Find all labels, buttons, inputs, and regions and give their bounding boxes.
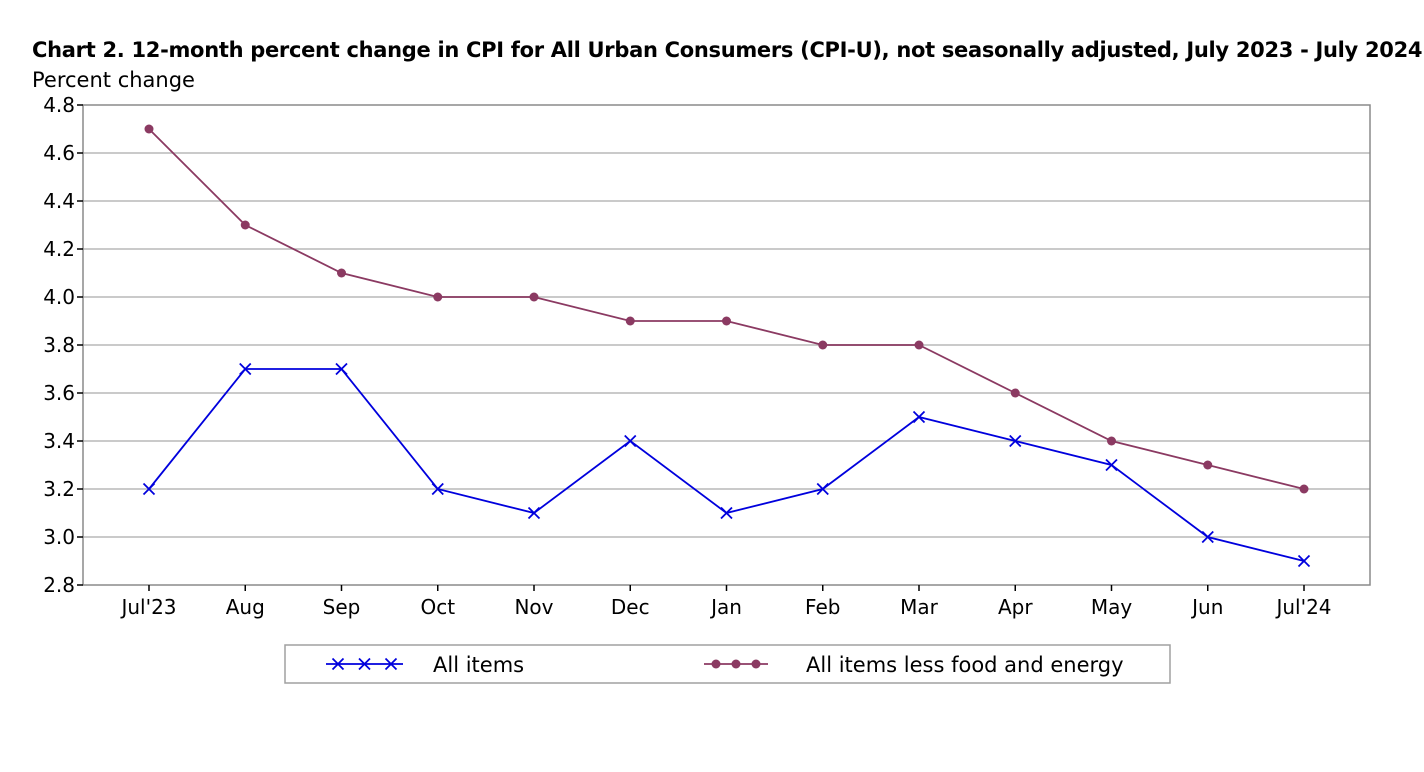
x-tick-label: Jun (1190, 595, 1223, 619)
x-tick-label: Aug (226, 595, 265, 619)
data-point-all-items (527, 506, 541, 520)
data-point-all-items (335, 362, 348, 376)
legend-item-all-items: All items (326, 653, 524, 677)
data-point-all-items (1105, 458, 1118, 472)
y-tick-label: 4.0 (43, 285, 75, 309)
x-tick-label: Jan (709, 595, 742, 619)
marker-stroke (720, 506, 733, 520)
series-line-core (148, 128, 1305, 490)
legend-label: All items less food and energy (806, 653, 1124, 677)
data-point-all-items (624, 434, 637, 448)
x-tick-label: May (1091, 595, 1133, 619)
data-point-all-items (431, 482, 444, 496)
y-tick-label: 4.2 (43, 237, 75, 261)
y-tick-label: 3.0 (43, 525, 75, 549)
x-tick-label: Jul'23 (119, 595, 176, 619)
data-point-core (337, 268, 346, 278)
x-tick-label: Dec (611, 595, 650, 619)
legend-marker (751, 659, 761, 669)
marker-stroke (624, 434, 637, 448)
chart-title: Chart 2. 12-month percent change in CPI … (32, 38, 1423, 62)
marker-stroke (1297, 554, 1311, 568)
y-tick-label: 2.8 (43, 573, 75, 597)
series-all-items (142, 362, 1311, 568)
x-tick-label: Nov (514, 595, 553, 619)
x-tick-label: Feb (805, 595, 840, 619)
marker-stroke (431, 482, 444, 496)
legend-item-core: All items less food and energy (704, 653, 1124, 677)
marker-stroke (142, 482, 156, 496)
data-point-core (1203, 460, 1213, 470)
marker-stroke (384, 657, 398, 671)
legend-marker (384, 657, 398, 671)
series-core (144, 124, 1309, 494)
marker-stroke (1201, 530, 1214, 544)
y-tick-label: 4.8 (43, 93, 75, 117)
x-tick-label: Sep (323, 595, 361, 619)
marker-stroke (527, 506, 541, 520)
data-point-all-items (720, 506, 733, 520)
data-point-all-items (1297, 554, 1311, 568)
data-point-all-items (1009, 434, 1022, 448)
y-tick-label: 3.2 (43, 477, 75, 501)
data-point-all-items (1201, 530, 1214, 544)
legend-marker (331, 657, 345, 671)
data-point-core (914, 340, 924, 350)
data-point-core (1107, 436, 1116, 446)
data-point-core (433, 292, 443, 302)
x-tick-label: Mar (900, 595, 939, 619)
series-layer (142, 124, 1311, 568)
data-point-core (529, 292, 539, 302)
y-axis-ticks: 2.8 3.0 3.2 3.4 3.6 3.8 4.0 4.2 4.4 4.6 4.8 (43, 93, 83, 597)
legend-marker (358, 657, 371, 671)
y-tick-label: 3.8 (43, 333, 75, 357)
marker-stroke (1009, 434, 1022, 448)
data-point-core (240, 220, 250, 230)
y-tick-label: 4.4 (43, 189, 75, 213)
data-point-core (1010, 388, 1020, 398)
legend-label: All items (433, 653, 524, 677)
y-axis-label: Percent change (32, 68, 195, 92)
y-tick-label: 3.4 (43, 429, 75, 453)
y-tick-label: 4.6 (43, 141, 75, 165)
x-tick-label: Oct (420, 595, 455, 619)
data-point-all-items (912, 410, 926, 424)
data-point-all-items (142, 482, 156, 496)
marker-stroke (1105, 458, 1118, 472)
legend-marker (711, 659, 721, 669)
data-point-all-items (816, 482, 829, 496)
data-point-core (722, 316, 731, 326)
data-point-core (818, 340, 828, 350)
y-tick-label: 3.6 (43, 381, 75, 405)
marker-stroke (816, 482, 829, 496)
marker-stroke (239, 362, 252, 376)
legend-marker (731, 659, 741, 669)
series-line-all-items (148, 368, 1305, 562)
marker-stroke (358, 657, 371, 671)
x-axis-ticks: Jul'23 Aug Sep Oct Nov Dec Jan Feb Mar Apr May Jun J… (119, 585, 1332, 619)
marker-stroke (331, 657, 345, 671)
x-tick-label: Jul'24 (1274, 595, 1331, 619)
data-point-all-items (239, 362, 252, 376)
legend: All items All items less food and energy (284, 644, 1171, 684)
data-point-core (1299, 484, 1309, 494)
gridlines (82, 104, 1371, 586)
marker-stroke (912, 410, 926, 424)
marker-stroke (335, 362, 348, 376)
x-tick-label: Apr (998, 595, 1033, 619)
data-point-core (625, 316, 635, 326)
data-point-core (144, 124, 154, 134)
